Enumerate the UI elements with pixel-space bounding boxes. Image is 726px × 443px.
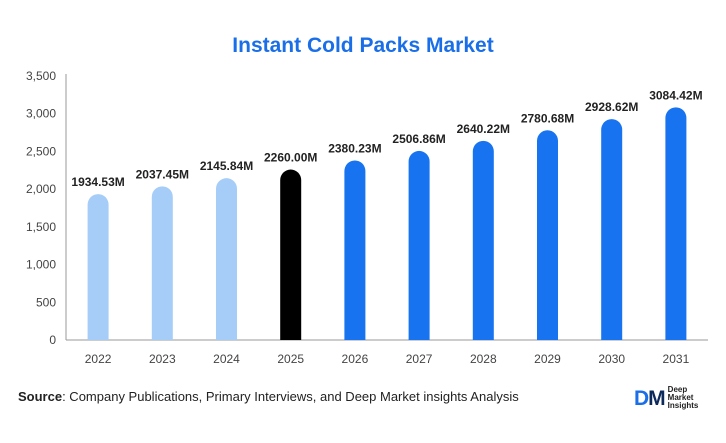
logo-line-market: Market (667, 393, 694, 402)
chart-bars (87, 107, 687, 340)
logo-wordmark: Deep Market Insights (668, 386, 699, 410)
bar (601, 119, 623, 340)
y-tick-label: 1,500 (26, 220, 56, 234)
bar (408, 150, 430, 340)
data-label: 2928.62M (585, 100, 638, 114)
bar (665, 107, 687, 340)
y-tick-label: 0 (49, 333, 56, 347)
source-note: Source: Company Publications, Primary In… (18, 389, 519, 404)
bar (87, 194, 109, 340)
x-tick-label: 2030 (598, 352, 625, 366)
data-label: 2380.23M (328, 141, 381, 155)
data-label: 2780.68M (521, 111, 574, 125)
x-tick-label: 2026 (342, 352, 369, 366)
x-tick-label: 2025 (277, 352, 304, 366)
bar (537, 130, 558, 340)
x-tick-label: 2023 (149, 352, 176, 366)
y-tick-label: 2,500 (26, 144, 56, 158)
bar (151, 186, 173, 340)
y-tick-label: 3,500 (26, 69, 56, 83)
logo-mark: DM (634, 386, 666, 410)
y-tick-label: 1,000 (26, 258, 56, 272)
bar (280, 169, 302, 340)
chart-axes: 0 500 1,000 1,500 2,000 2,500 3,000 3,500 2022 20… (26, 69, 708, 366)
bar (472, 140, 494, 340)
x-tick-label: 2024 (213, 352, 240, 366)
source-label: Source (18, 389, 63, 404)
company-logo: DM Deep Market Insights (634, 386, 698, 410)
x-tick-label: 2028 (470, 352, 497, 366)
data-label: 2145.84M (200, 159, 253, 173)
logo-line-insights: Insights (667, 401, 699, 410)
data-label: 2506.86M (392, 132, 445, 146)
bar (344, 160, 366, 340)
logo-line-deep: Deep (667, 385, 688, 394)
x-tick-label: 2027 (406, 352, 433, 366)
data-label: 2260.00M (264, 151, 317, 165)
data-label: 2037.45M (136, 167, 189, 181)
logo-letter-m: M (648, 386, 665, 410)
data-label: 2640.22M (457, 122, 510, 136)
data-label: 1934.53M (71, 175, 124, 189)
x-tick-label: 2022 (85, 352, 112, 366)
source-text: : Company Publications, Primary Intervie… (62, 389, 519, 404)
y-tick-label: 2,000 (26, 182, 56, 196)
x-tick-label: 2031 (663, 352, 690, 366)
logo-letter-d: D (634, 386, 649, 410)
y-tick-label: 500 (36, 295, 56, 309)
chart-title: Instant Cold Packs Market (232, 34, 494, 57)
bar (216, 178, 237, 340)
chart-labels: 1934.53M 2037.45M 2145.84M 2260.00M 2380.23M… (71, 88, 702, 189)
bar-chart: 0 500 1,000 1,500 2,000 2,500 3,000 3,500 2022 20… (26, 69, 708, 366)
y-tick-label: 3,000 (26, 107, 56, 121)
x-tick-label: 2029 (534, 352, 561, 366)
data-label: 3084.42M (649, 88, 702, 102)
